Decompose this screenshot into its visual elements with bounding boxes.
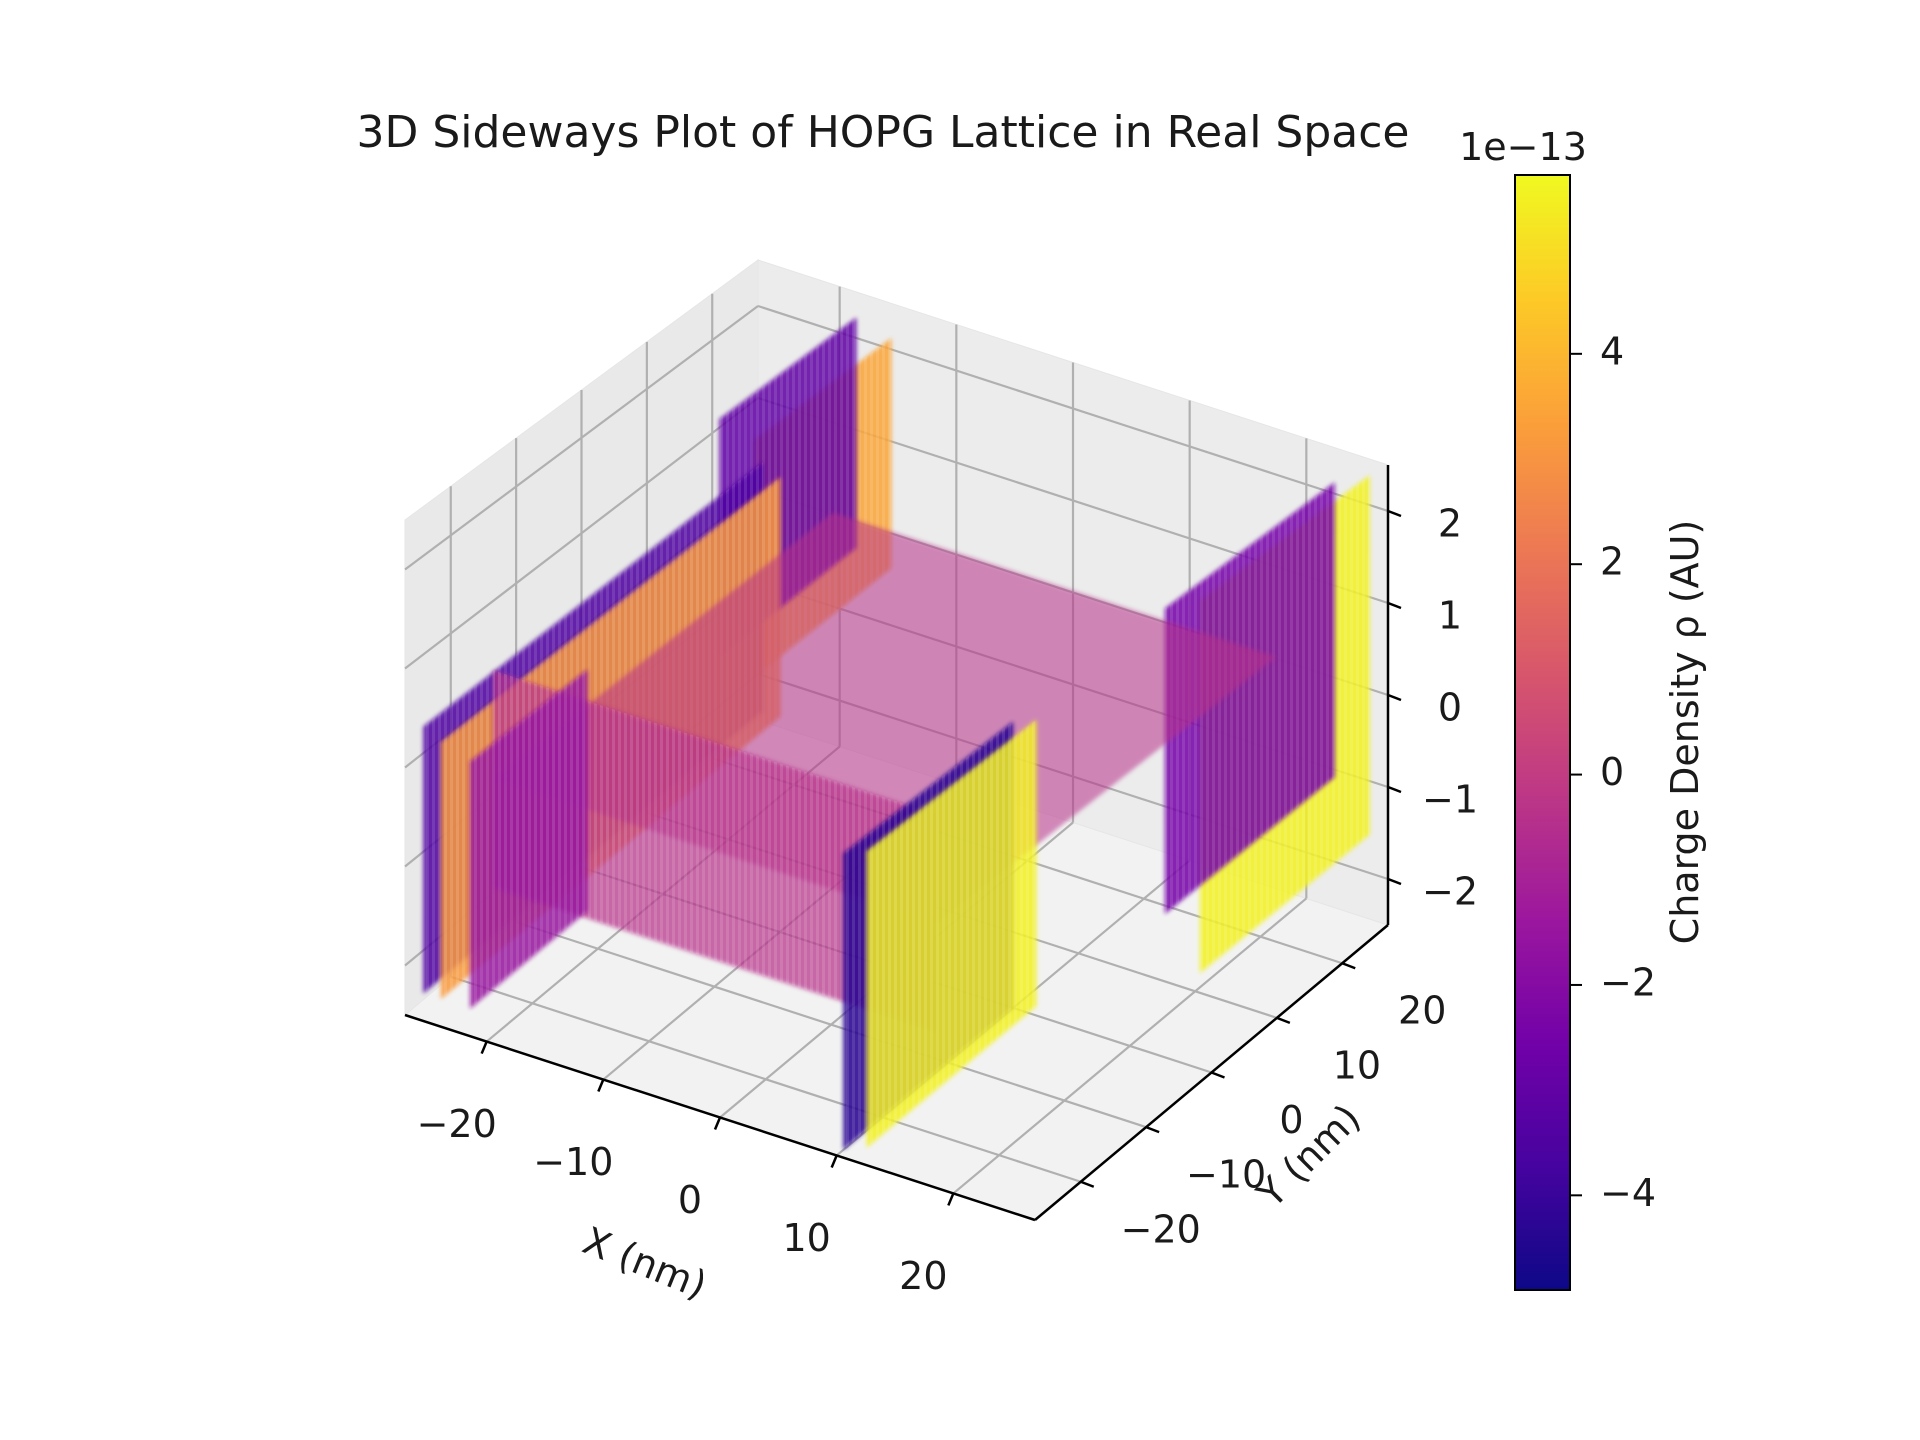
z-tick-label: 0 bbox=[1438, 686, 1462, 730]
y-tick-mark bbox=[1276, 1016, 1291, 1025]
y-tick-label: 20 bbox=[1398, 989, 1446, 1033]
z-tick-label: 2 bbox=[1438, 502, 1462, 546]
grid-line-floor-y bbox=[450, 975, 1082, 1183]
grid-line-back-z bbox=[757, 304, 1389, 513]
surface-band-streaks-right-yellow-wall bbox=[866, 719, 1037, 1148]
y-tick-mark bbox=[1341, 962, 1356, 970]
surface-plot bbox=[423, 317, 1370, 1150]
y-tick-mark bbox=[1145, 1125, 1160, 1134]
colorbar-tick-label: 4 bbox=[1600, 329, 1624, 373]
chart-title: 3D Sideways Plot of HOPG Lattice in Real… bbox=[356, 107, 1409, 158]
x-tick-label: −20 bbox=[417, 1102, 497, 1146]
x-tick-mark bbox=[713, 1117, 722, 1130]
grid-line-left-z bbox=[404, 305, 759, 571]
y-tick-label: −10 bbox=[1186, 1153, 1266, 1197]
x-axis-label: X (nm) bbox=[577, 1218, 713, 1307]
colorbar-tick-label: 0 bbox=[1600, 750, 1624, 794]
x-tick-mark bbox=[947, 1192, 955, 1206]
y-tick-label: 0 bbox=[1279, 1098, 1303, 1142]
colorbar-ticks: −4 −2 0 2 4 bbox=[1570, 329, 1656, 1215]
colorbar-tick-label: −2 bbox=[1600, 960, 1656, 1004]
z-tick-label: −2 bbox=[1422, 870, 1478, 914]
colorbar: −4 −2 0 2 4 1e−13 Charge Density ρ (AU) bbox=[1459, 125, 1707, 1291]
y-tick-label: 10 bbox=[1333, 1043, 1381, 1087]
grid-line-left-z bbox=[404, 397, 759, 670]
z-tick-mark bbox=[1387, 601, 1402, 610]
y-tick-label: −20 bbox=[1121, 1207, 1201, 1251]
x-tick-label: 10 bbox=[782, 1216, 830, 1260]
surface-band-streaks-back-right-purple-fringe bbox=[1164, 482, 1335, 915]
colorbar-label: Charge Density ρ (AU) bbox=[1663, 520, 1707, 945]
colorbar-tick-label: −4 bbox=[1600, 1171, 1656, 1215]
z-tick-mark bbox=[1387, 509, 1402, 518]
z-tick-mark bbox=[1387, 785, 1402, 794]
colorbar-offset-text: 1e−13 bbox=[1459, 125, 1587, 169]
y-tick-mark bbox=[1080, 1180, 1095, 1188]
x-tick-mark bbox=[597, 1079, 605, 1093]
x-tick-label: 20 bbox=[899, 1254, 947, 1298]
colorbar-gradient bbox=[1514, 174, 1571, 1291]
z-tick-label: 1 bbox=[1438, 594, 1462, 638]
grid-line-floor-y bbox=[515, 921, 1147, 1129]
colorbar-tick-label: 2 bbox=[1600, 540, 1624, 584]
y-tick-mark bbox=[1211, 1071, 1225, 1079]
x-tick-mark bbox=[480, 1041, 488, 1055]
x-tick-label: −10 bbox=[533, 1140, 613, 1184]
surface-band-streaks-middle-magenta-plateau bbox=[493, 670, 937, 1033]
z-tick-mark bbox=[1387, 693, 1402, 702]
x-tick-label: 0 bbox=[678, 1178, 702, 1222]
z-tick-label: −1 bbox=[1422, 778, 1478, 822]
surface-band-streaks-left-purple-front bbox=[469, 669, 588, 1009]
z-tick-mark bbox=[1387, 877, 1402, 886]
x-tick-mark bbox=[830, 1154, 838, 1168]
